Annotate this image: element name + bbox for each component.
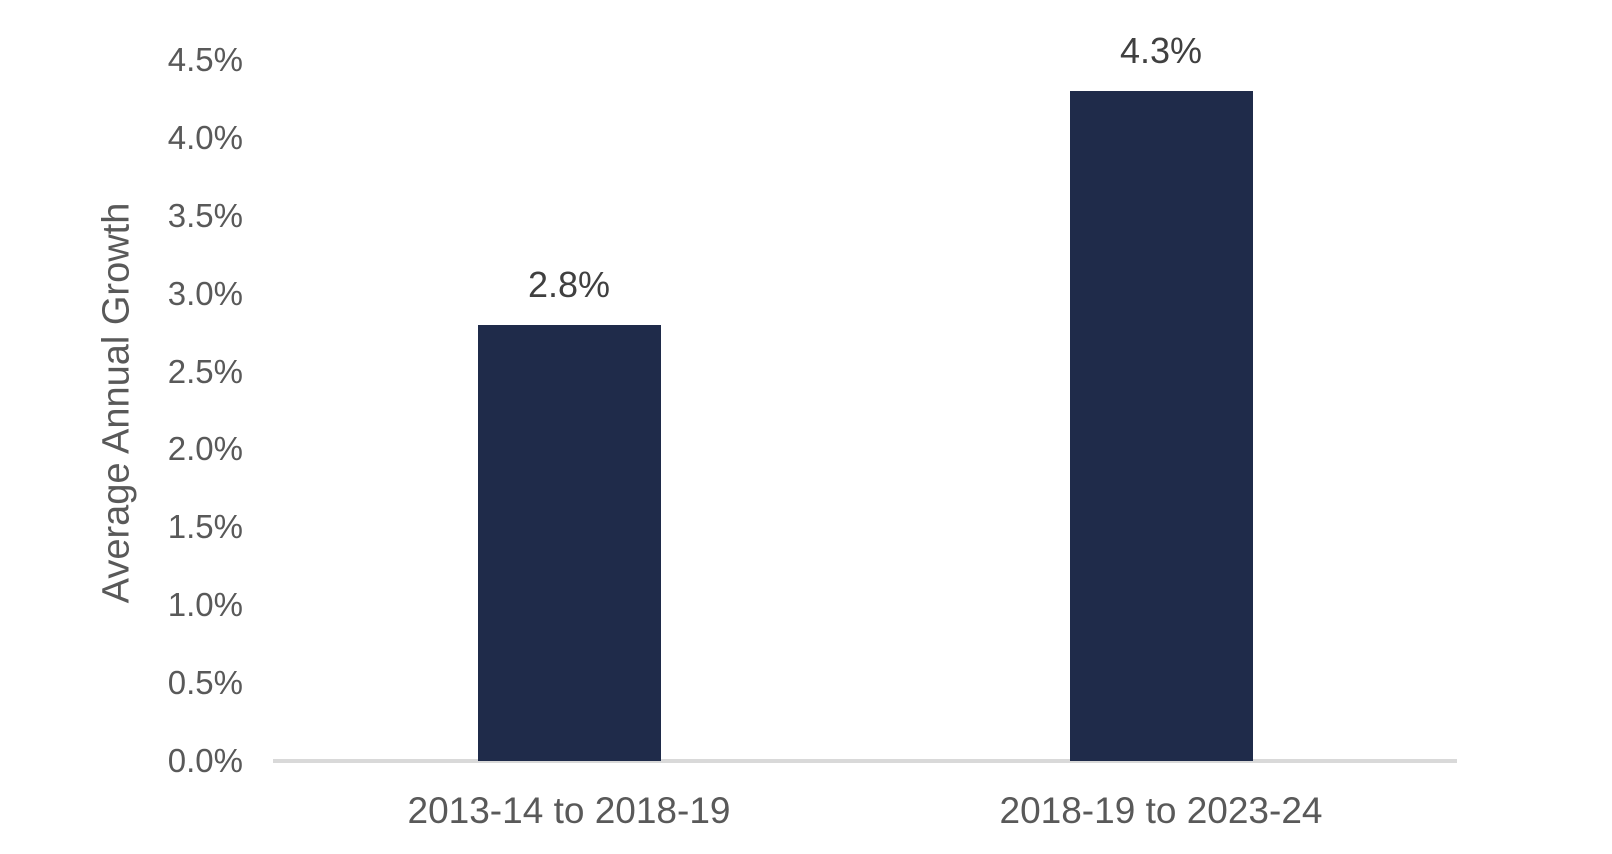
bar-value-label: 2.8% xyxy=(527,263,611,305)
bar xyxy=(477,324,661,761)
y-tick-label: 4.5% xyxy=(167,40,243,78)
x-category-label: 2018-19 to 2023-24 xyxy=(999,790,1323,831)
bar xyxy=(1069,91,1253,761)
y-tick-label: 0.0% xyxy=(167,742,243,779)
y-tick-label: 3.5% xyxy=(167,196,243,234)
x-axis-line xyxy=(273,759,1457,763)
y-tick-label: 0.5% xyxy=(167,664,243,702)
y-tick-label: 1.5% xyxy=(167,508,243,546)
bar-value-label: 4.3% xyxy=(1119,30,1203,72)
y-tick-label: 2.5% xyxy=(167,352,243,390)
y-tick-label: 2.0% xyxy=(167,430,243,468)
y-tick-label: 1.0% xyxy=(167,586,243,624)
y-tick-label: 4.0% xyxy=(167,118,243,156)
y-tick-label: 3.0% xyxy=(167,274,243,312)
x-category-label: 2013-14 to 2018-19 xyxy=(407,790,731,831)
